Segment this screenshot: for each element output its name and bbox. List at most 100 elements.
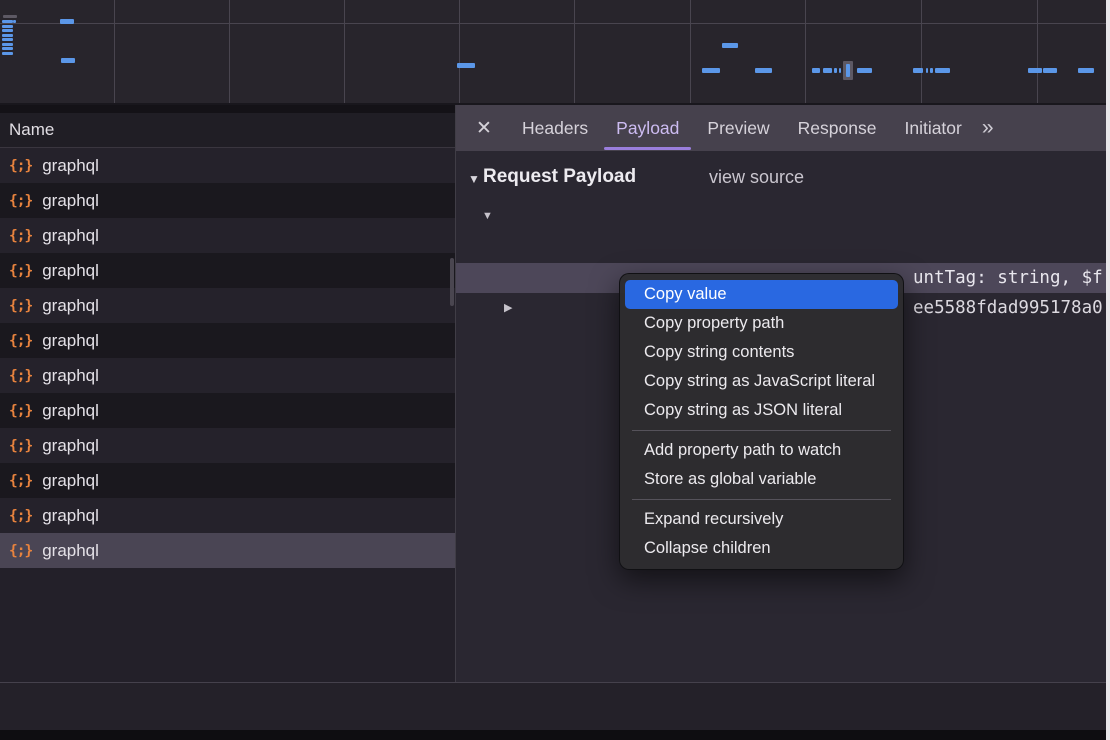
table-row-graphql[interactable]: {;} graphql — [0, 323, 455, 358]
network-overview-timeline[interactable] — [0, 0, 1106, 105]
timeline-marker[interactable] — [3, 15, 17, 18]
collapse-triangle-icon[interactable]: ▼ — [468, 172, 480, 186]
timeline-gridline — [574, 0, 575, 103]
timeline-gridline — [0, 23, 1106, 24]
request-timing-bar[interactable] — [2, 52, 13, 55]
request-timing-bar[interactable] — [812, 68, 820, 73]
request-name-label: graphql — [42, 435, 99, 455]
table-row-graphql[interactable]: {;} graphql — [0, 358, 455, 393]
table-row-graphql[interactable]: {;} graphql — [0, 183, 455, 218]
json-braces-icon: {;} — [9, 262, 33, 279]
table-row-graphql[interactable]: {;} graphql — [0, 288, 455, 323]
menu-item-copy-property-path[interactable]: Copy property path — [644, 314, 785, 332]
timeline-gridline — [459, 0, 460, 103]
operation-name-row[interactable]: operationName: "ipFlowTimeseries" — [456, 231, 1106, 261]
request-timing-bar[interactable] — [2, 38, 13, 41]
variables-row[interactable]: ▶ variables ee5588fdad995178a0 — [456, 293, 1106, 323]
request-timing-bar[interactable] — [823, 68, 832, 73]
request-timing-bar[interactable] — [1028, 68, 1042, 73]
json-braces-icon: {;} — [9, 227, 33, 244]
name-column-header[interactable]: Name — [0, 113, 455, 148]
tab-response[interactable]: Response — [797, 118, 877, 138]
request-timing-bar[interactable] — [2, 47, 13, 50]
summary-bar — [0, 682, 1106, 730]
request-timing-bar[interactable] — [1078, 68, 1094, 73]
request-name-label: graphql — [42, 295, 99, 315]
menu-item-copy-string-as-json-literal[interactable]: Copy string as JSON literal — [644, 401, 843, 419]
request-timing-bar[interactable] — [930, 68, 933, 73]
close-details-button[interactable]: ✕ — [476, 117, 492, 139]
request-timing-bar[interactable] — [13, 20, 16, 23]
request-timing-bar[interactable] — [2, 20, 13, 23]
json-braces-icon: {;} — [9, 192, 33, 209]
json-braces-icon: {;} — [9, 507, 33, 524]
property-value-right-fragment: untTag: string, $f — [913, 268, 1103, 288]
request-timing-bar[interactable] — [60, 19, 74, 24]
timeline-gridline — [1037, 0, 1038, 103]
request-name-label: graphql — [42, 365, 99, 385]
menu-item-collapse-children[interactable]: Collapse children — [644, 539, 771, 557]
request-timing-bar[interactable] — [702, 68, 720, 73]
variables-preview-fragment: ee5588fdad995178a0 — [913, 298, 1103, 318]
request-name-label: graphql — [42, 260, 99, 280]
request-name-label: graphql — [42, 225, 99, 245]
menu-item-copy-string-contents[interactable]: Copy string contents — [644, 343, 795, 361]
request-timing-bar[interactable] — [755, 68, 772, 73]
menu-item-copy-string-as-javascript-literal[interactable]: Copy string as JavaScript literal — [644, 372, 876, 390]
menu-item-expand-recursively[interactable]: Expand recursively — [644, 510, 784, 528]
request-timing-bar[interactable] — [839, 68, 841, 73]
network-request-list: {;} graphql {;} graphql {;} graphql {;} graphql… — [0, 148, 455, 568]
tab-payload[interactable]: Payload — [602, 105, 693, 151]
request-name-label: graphql — [42, 540, 99, 560]
request-timing-bar[interactable] — [846, 64, 850, 77]
request-name-label: graphql — [42, 400, 99, 420]
timeline-gridline — [690, 0, 691, 103]
json-braces-icon: {;} — [9, 367, 33, 384]
expand-triangle-icon[interactable]: ▶ — [504, 302, 513, 314]
table-row-graphql[interactable]: {;} graphql — [0, 393, 455, 428]
request-timing-bar[interactable] — [913, 68, 923, 73]
request-payload-title[interactable]: Request Payload — [483, 166, 637, 187]
view-source-link[interactable]: view source — [709, 167, 805, 187]
request-list-scrollbar[interactable] — [450, 258, 454, 306]
request-timing-bar[interactable] — [834, 68, 837, 73]
table-row-graphql[interactable]: {;} graphql — [0, 218, 455, 253]
json-braces-icon: {;} — [9, 297, 33, 314]
more-tabs-icon[interactable]: » — [981, 116, 994, 139]
request-timing-bar[interactable] — [457, 63, 475, 68]
panel-divider[interactable] — [455, 105, 456, 730]
request-timing-bar[interactable] — [926, 68, 928, 73]
menu-item-store-as-global-variable[interactable]: Store as global variable — [644, 470, 817, 488]
table-row-graphql[interactable]: {;} graphql — [0, 428, 455, 463]
menu-item-copy-value[interactable]: Copy value — [625, 280, 898, 309]
table-row-graphql[interactable]: {;} graphql — [0, 148, 455, 183]
timeline-gridline — [921, 0, 922, 103]
json-braces-icon: {;} — [9, 402, 33, 419]
request-name-label: graphql — [42, 505, 99, 525]
tab-preview[interactable]: Preview — [707, 118, 770, 138]
json-braces-icon: {;} — [9, 542, 33, 559]
json-braces-icon: {;} — [9, 157, 33, 174]
request-timing-bar[interactable] — [61, 58, 75, 63]
payload-root-row[interactable]: ▼ {operationName: "ipFlowTimeseries", va… — [456, 201, 1106, 231]
request-timing-bar[interactable] — [935, 68, 950, 73]
table-row-graphql[interactable]: {;} graphql — [0, 463, 455, 498]
request-timing-bar[interactable] — [2, 34, 13, 37]
request-timing-bar[interactable] — [857, 68, 872, 73]
request-timing-bar[interactable] — [1043, 68, 1057, 73]
table-row-graphql[interactable]: {;} graphql — [0, 253, 455, 288]
expand-triangle-icon[interactable]: ▼ — [482, 210, 493, 222]
menu-separator — [632, 430, 891, 431]
request-timing-bar[interactable] — [2, 29, 13, 32]
request-timing-bar[interactable] — [2, 43, 13, 46]
request-name-label: graphql — [42, 330, 99, 350]
details-tab-bar: ✕ Headers Payload Preview Response Initiator… — [456, 105, 1106, 151]
request-timing-bar[interactable] — [722, 43, 738, 48]
menu-item-add-property-path-to-watch[interactable]: Add property path to watch — [644, 441, 842, 459]
table-row-graphql[interactable]: {;} graphql — [0, 533, 455, 568]
request-timing-bar[interactable] — [2, 25, 13, 28]
table-row-graphql[interactable]: {;} graphql — [0, 498, 455, 533]
tab-headers[interactable]: Headers — [522, 118, 589, 138]
menu-separator — [632, 499, 891, 500]
tab-initiator[interactable]: Initiator — [904, 118, 962, 138]
